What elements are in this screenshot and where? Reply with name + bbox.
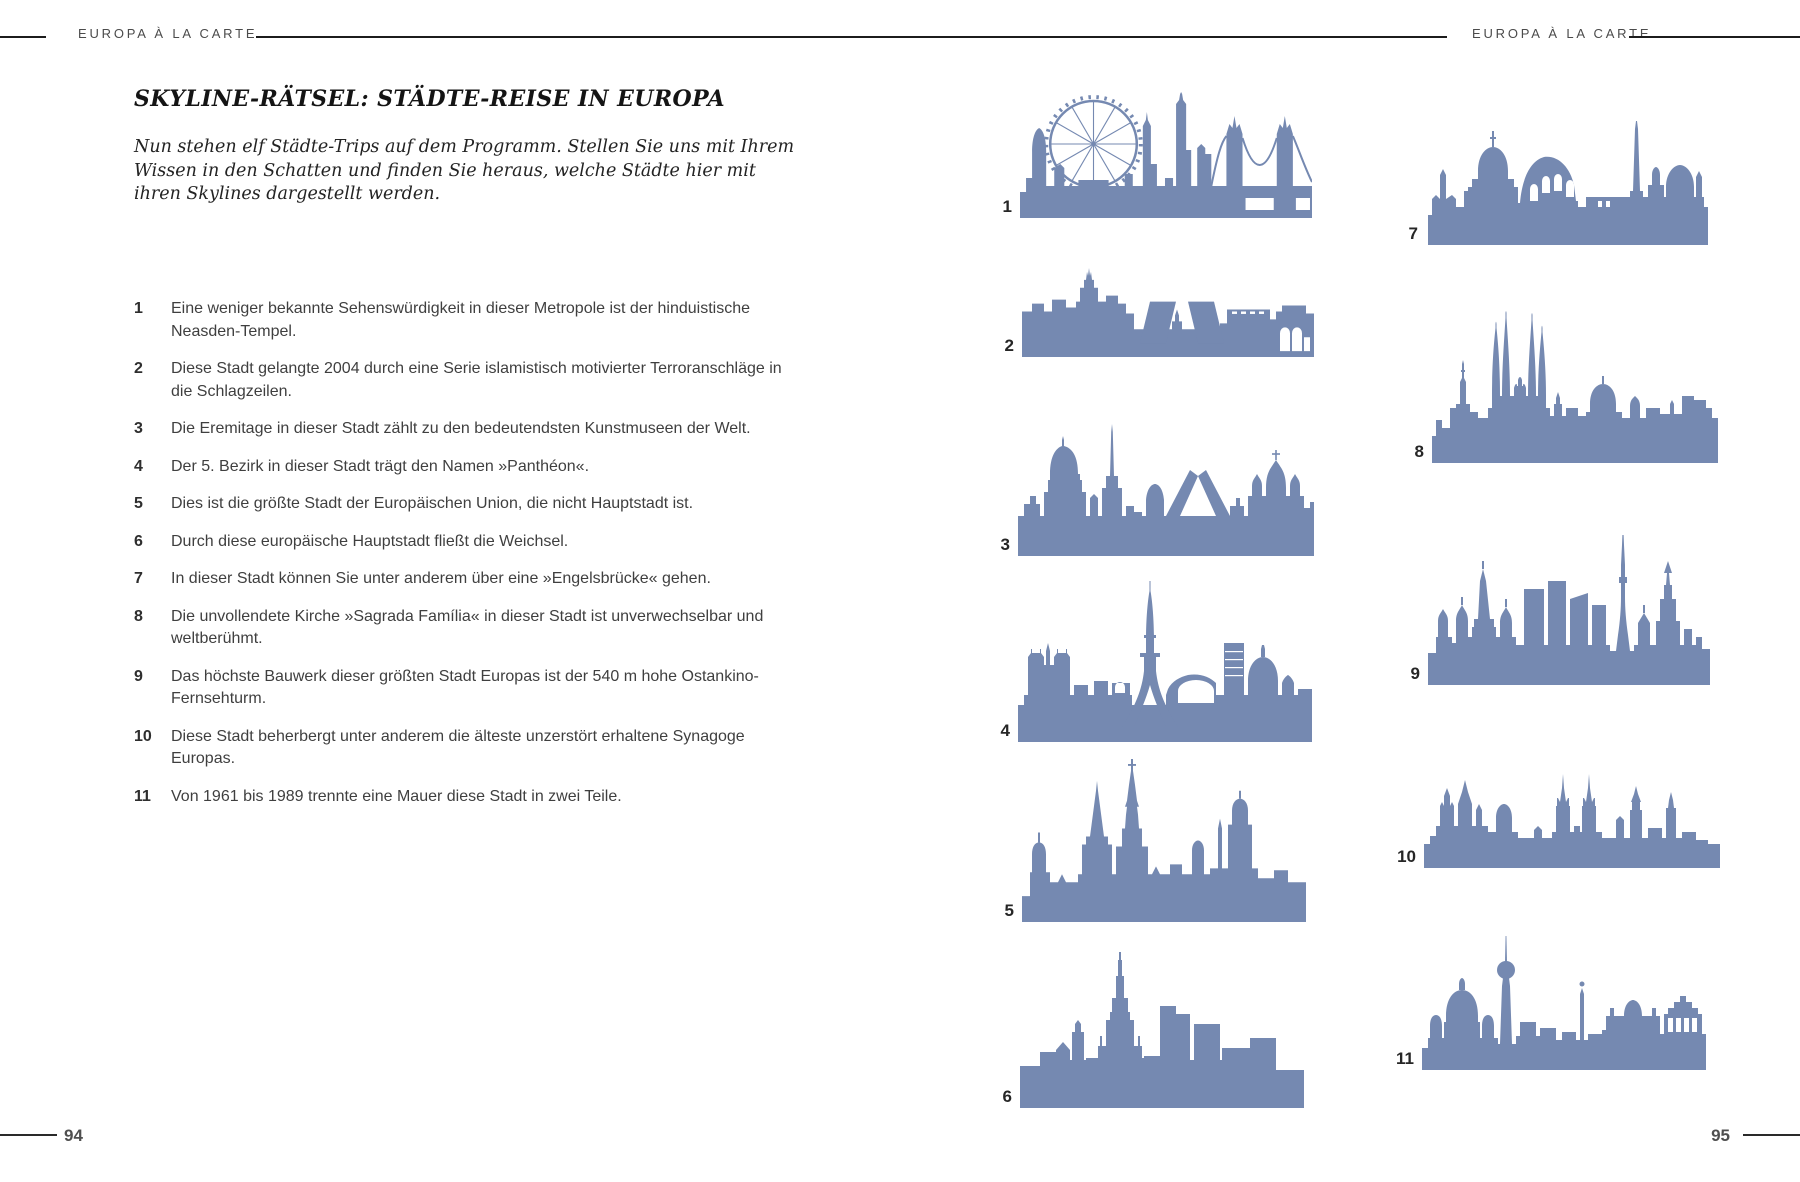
clue-text: Diese Stadt beherbergt unter anderem die… [171, 727, 745, 768]
barcelona-skyline-icon [1432, 311, 1718, 463]
skyline-figure-7: 7 [1409, 115, 1708, 245]
skyline-figure-3: 3 [1001, 418, 1314, 556]
skyline-number: 2 [1004, 336, 1014, 355]
skyline-figure-5: 5 [1005, 755, 1306, 922]
clue-number: 11 [134, 787, 151, 805]
clue-text: Dies ist die größte Stadt der Europäisch… [171, 495, 694, 512]
skyline-figure-6: 6 [1003, 948, 1304, 1108]
berlin-skyline-icon [1422, 936, 1706, 1070]
clue-number: 10 [134, 727, 152, 745]
article-intro: Nun stehen elf Städte-Trips auf dem Prog… [134, 137, 795, 204]
skyline-number: 1 [1002, 197, 1012, 216]
footer-rule-left [0, 1134, 57, 1136]
header-rule-main [256, 36, 1447, 38]
madrid-skyline-icon [1022, 267, 1314, 357]
clue-text: Von 1961 bis 1989 trennte eine Mauer die… [171, 787, 622, 805]
skyline-number: 5 [1004, 901, 1014, 920]
clue-text: Eine weniger bekannte Sehenswürdigkeit i… [171, 300, 750, 340]
clue-item: 5 Dies ist die größte Stadt der Europäisc… [134, 493, 784, 516]
clue-number: 1 [134, 300, 143, 317]
clue-list: 1 Eine weniger bekannte Sehenswürdigkeit … [134, 298, 784, 823]
clue-number: 8 [134, 607, 143, 625]
clue-item: 2 Diese Stadt gelangte 2004 durch eine Se… [134, 358, 784, 403]
skyline-number: 3 [1000, 535, 1010, 554]
st-petersburg-skyline-icon [1018, 424, 1314, 556]
clue-number: 6 [134, 532, 143, 550]
london-skyline-icon [1020, 92, 1312, 218]
skyline-figure-11: 11 [1396, 930, 1706, 1070]
skyline-figure-10: 10 [1397, 748, 1720, 868]
header-rule-left-edge [0, 36, 46, 38]
clue-item: 8 Die unvollendete Kirche »Sagrada Famíli… [134, 606, 784, 651]
page-title: SKYLINE-RÄTSEL: STÄDTE-REISE IN EUROPA [134, 86, 725, 112]
skyline-number: 11 [1396, 1049, 1414, 1068]
clue-text: Diese Stadt gelangte 2004 durch eine Ser… [171, 360, 782, 400]
header-rule-right-edge [1629, 36, 1800, 38]
skyline-number: 10 [1397, 847, 1416, 866]
page-number-right: 95 [1711, 1126, 1730, 1145]
rome-skyline-icon [1428, 121, 1708, 245]
clue-item: 10 Diese Stadt beherbergt unter anderem d… [134, 726, 784, 771]
clue-number: 3 [134, 420, 143, 437]
clue-item: 3 Die Eremitage in dieser Stadt zählt zu … [134, 418, 784, 441]
clue-item: 4 Der 5. Bezirk in dieser Stadt trägt den… [134, 456, 784, 479]
clue-number: 4 [134, 457, 143, 475]
skyline-figure-9: 9 [1411, 525, 1710, 685]
skyline-number: 8 [1414, 442, 1424, 461]
clue-text: Durch diese europäische Hauptstadt fließ… [171, 532, 569, 550]
skyline-figure-2: 2 [1005, 262, 1314, 357]
clue-number: 5 [134, 495, 143, 512]
clue-text: Die unvollendete Kirche »Sagrada Família… [171, 607, 764, 648]
skyline-number: 9 [1410, 664, 1420, 683]
clue-item: 1 Eine weniger bekannte Sehenswürdigkeit … [134, 298, 784, 343]
clue-item: 9 Das höchste Bauwerk dieser größten Stad… [134, 666, 784, 711]
running-head-left: EUROPA À LA CARTE [78, 26, 258, 41]
hamburg-skyline-icon [1022, 758, 1306, 922]
skyline-number: 7 [1408, 224, 1418, 243]
skyline-figure-8: 8 [1415, 308, 1718, 463]
clue-number: 9 [134, 667, 143, 685]
skyline-number: 6 [1002, 1087, 1012, 1106]
clue-number: 2 [134, 360, 143, 377]
clue-text: Das höchste Bauwerk dieser größten Stadt… [171, 667, 759, 708]
page-number-left: 94 [64, 1126, 83, 1145]
warsaw-skyline-icon [1020, 952, 1304, 1108]
skyline-figure-1: 1 [1003, 90, 1312, 218]
footer-rule-right [1743, 1134, 1800, 1136]
skyline-figure-4: 4 [1001, 577, 1312, 742]
paris-skyline-icon [1018, 581, 1312, 742]
prague-skyline-icon [1424, 774, 1720, 868]
clue-text: Der 5. Bezirk in dieser Stadt trägt den … [171, 457, 590, 475]
clue-text: In dieser Stadt können Sie unter anderem… [171, 570, 711, 587]
clue-item: 7 In dieser Stadt können Sie unter andere… [134, 568, 784, 591]
skyline-number: 4 [1000, 721, 1010, 740]
moscow-skyline-icon [1428, 535, 1710, 685]
running-head-right: EUROPA À LA CARTE [1472, 26, 1652, 41]
clue-item: 6 Durch diese europäische Hauptstadt flie… [134, 531, 784, 554]
clue-number: 7 [134, 570, 143, 587]
clue-item: 11 Von 1961 bis 1989 trennte eine Mauer d… [134, 786, 784, 809]
clue-text: Die Eremitage in dieser Stadt zählt zu d… [171, 420, 751, 437]
